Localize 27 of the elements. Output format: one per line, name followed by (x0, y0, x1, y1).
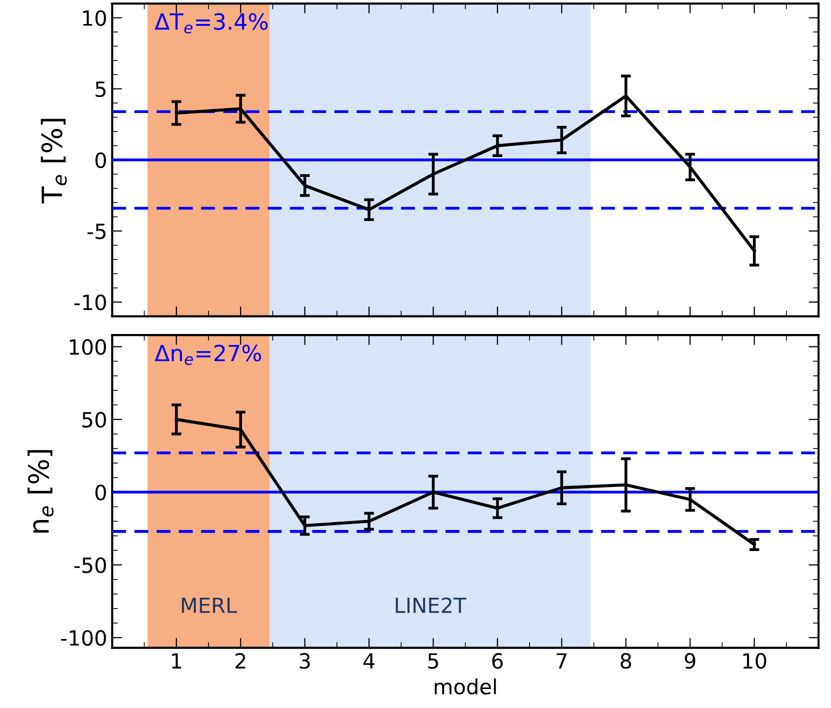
band-label: LINE2T (396, 597, 466, 613)
x-tick-label: 3 (300, 653, 310, 669)
y-tick-label: 100 (70, 339, 106, 355)
x-tick-label: 4 (363, 653, 374, 669)
x-axis-title: model (434, 678, 496, 695)
x-tick-label: 6 (492, 653, 503, 669)
y-tick-label: 10 (83, 10, 106, 26)
x-tick-label: 2 (236, 653, 246, 669)
y-tick-label: 0 (95, 484, 106, 500)
y-axis-title: n$_{e}$ [%] (28, 450, 54, 533)
annotation: ΔT$_{e}$=3.4% (154, 13, 268, 34)
annotation: Δn$_{e}$=27% (154, 344, 262, 366)
x-tick-label: 7 (556, 653, 567, 669)
x-tick-label: 1 (172, 653, 182, 669)
x-tick-label: 10 (743, 653, 766, 669)
y-tick-label: -100 (61, 630, 106, 646)
y-tick-label: -50 (74, 557, 106, 574)
band-label: MERL (182, 598, 237, 613)
y-tick-label: -5 (88, 224, 106, 240)
y-tick-label: 50 (82, 412, 106, 428)
y-tick-label: 0 (95, 152, 106, 168)
y-tick-label: 5 (96, 82, 106, 98)
x-tick-label: 5 (428, 653, 438, 669)
x-tick-label: 8 (620, 653, 632, 669)
y-tick-label: -10 (74, 294, 106, 310)
y-axis-title: T$_{e}$ [%] (40, 118, 67, 204)
x-tick-label: 9 (684, 653, 696, 669)
